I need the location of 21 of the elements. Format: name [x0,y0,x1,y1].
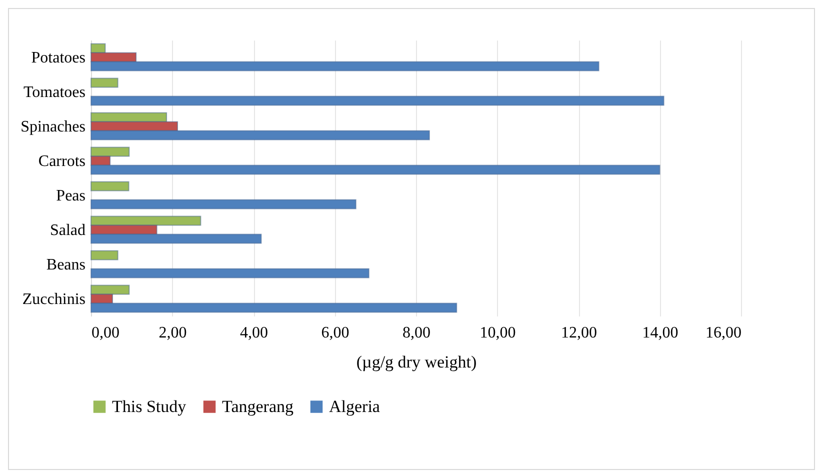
x-tick-label: 10,00 [480,324,516,342]
x-tick-label: 6,00 [321,324,350,342]
x-tick-label: 4,00 [240,324,268,342]
y-tick-label: Tomatoes [24,84,86,101]
legend-label: Tangerang [222,396,294,416]
x-tick-label: 8,00 [402,324,430,342]
y-tick-label: Peas [56,187,86,204]
y-tick-label: Beans [46,256,86,274]
y-tick-label: Spinaches [20,118,86,136]
legend-label: Algeria [329,396,380,416]
x-tick-label: 0,00 [92,324,120,342]
legend-label: This Study [112,396,187,416]
y-tick-label: Salad [50,222,86,239]
x-tick-label: 2,00 [158,324,187,342]
x-axis-title: (µg/g dry weight) [356,352,477,372]
y-tick-label: Zucchinis [22,290,86,308]
y-tick-label: Carrots [38,152,86,170]
y-tick-label: Potatoes [31,49,86,66]
x-tick-label: 12,00 [561,324,597,342]
x-tick-label: 16,00 [706,324,742,342]
x-tick-label: 14,00 [642,324,678,342]
